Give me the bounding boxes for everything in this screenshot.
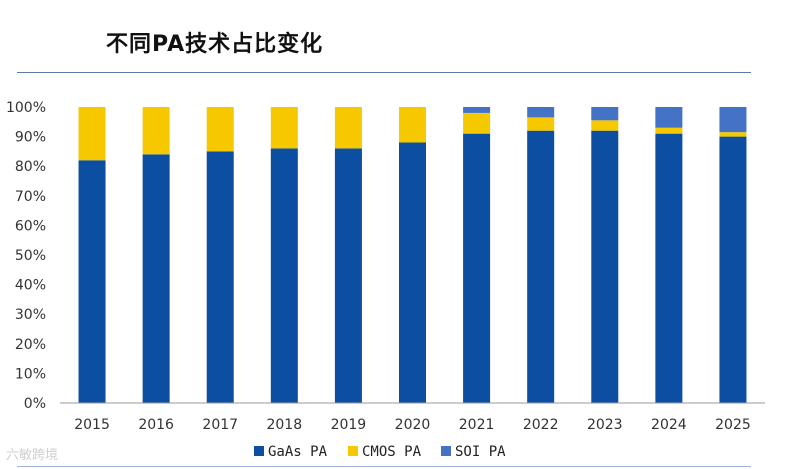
bar-segment-cmos-2017 [206,107,234,152]
bar-segment-gaas-2019 [334,148,362,403]
bar-segment-soi-2021 [463,107,491,113]
y-tick-label: 50% [15,248,46,264]
x-axis-ticks: 2015 2016 2017 2018 2019 2020 2021 2022 2023 2024… [74,417,751,433]
title-divider [17,72,751,73]
legend-label: GaAs PA [268,444,328,460]
bar-segment-cmos-2019 [334,107,362,149]
bar-segment-cmos-2021 [463,112,491,134]
x-tick-label: 2017 [202,417,238,433]
bar-segment-gaas-2016 [142,154,170,403]
bar-segment-soi-2025 [719,107,747,133]
y-tick-label: 60% [15,218,46,234]
x-tick-label: 2019 [331,417,367,433]
bar-segment-cmos-2020 [399,107,426,143]
y-tick-label: 0% [24,396,46,412]
y-axis-ticks: 0% 10% 20% 30% 40% 50% 60% 70% 80% 90% 100% [6,100,46,412]
y-tick-label: 20% [15,337,46,353]
legend-swatch [441,446,451,456]
legend-swatch [254,446,264,456]
legend-label: SOI PA [455,444,506,460]
chart-title: 不同PA技术占比变化 [106,32,324,57]
bar-segment-gaas-2022 [527,130,555,403]
bar-segment-gaas-2024 [655,133,683,403]
x-tick-label: 2022 [523,417,559,433]
bar-segment-cmos-2016 [142,107,170,155]
bar-segment-gaas-2020 [399,142,426,403]
bar-segment-cmos-2022 [527,117,555,131]
bottom-divider [17,466,751,467]
y-tick-label: 80% [15,159,46,175]
legend-label: CMOS PA [362,444,422,460]
bar-segment-gaas-2018 [270,148,298,403]
bar-segment-cmos-2015 [78,107,106,161]
legend: GaAs PA CMOS PA SOI PA [254,444,506,460]
bar-segment-gaas-2017 [206,151,234,403]
bars [78,107,747,403]
bar-segment-gaas-2025 [719,136,747,403]
bar-segment-soi-2023 [591,107,619,121]
y-tick-label: 10% [15,366,46,382]
x-tick-label: 2024 [651,417,687,433]
x-tick-label: 2016 [138,417,174,433]
y-tick-label: 30% [15,307,46,323]
bar-segment-cmos-2025 [719,132,747,137]
legend-swatch [348,446,358,456]
watermark-logo: 六敏跨境 [6,448,59,463]
x-tick-label: 2023 [587,417,623,433]
x-tick-label: 2021 [459,417,495,433]
bar-segment-cmos-2018 [270,107,298,149]
y-tick-label: 40% [15,278,46,294]
y-tick-label: 100% [6,100,46,116]
bar-segment-gaas-2015 [78,160,106,403]
y-tick-label: 90% [15,130,46,146]
bar-segment-soi-2024 [655,107,683,128]
x-tick-label: 2018 [266,417,302,433]
x-tick-label: 2015 [74,417,110,433]
x-tick-label: 2025 [715,417,751,433]
bar-segment-soi-2022 [527,107,555,118]
bar-segment-cmos-2023 [591,120,619,131]
bar-segment-gaas-2023 [591,130,619,403]
y-tick-label: 70% [15,189,46,205]
bar-segment-gaas-2021 [463,133,491,403]
x-tick-label: 2020 [395,417,431,433]
bar-segment-cmos-2024 [655,127,683,134]
